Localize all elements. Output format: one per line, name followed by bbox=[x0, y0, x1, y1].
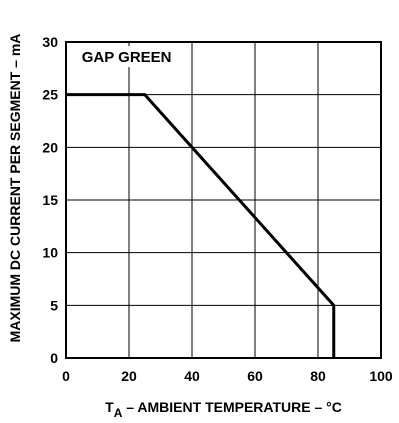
series-line bbox=[66, 93, 336, 358]
x-axis-label-subscript: A bbox=[114, 406, 123, 420]
y-axis-label: MAXIMUM DC CURRENT PER SEGMENT – mA bbox=[7, 34, 23, 343]
annotation-label: GAP GREEN bbox=[82, 49, 172, 66]
y-tick-label: 0 bbox=[50, 350, 58, 366]
plot-frame bbox=[65, 41, 382, 359]
x-tick-label: 100 bbox=[369, 368, 393, 384]
x-axis-label-rest: – AMBIENT TEMPERATURE – °C bbox=[122, 399, 342, 415]
x-tick-label: 20 bbox=[121, 368, 137, 384]
x-tick-label: 80 bbox=[310, 368, 326, 384]
x-tick-labels: 0 20 40 60 80 100 bbox=[62, 368, 393, 384]
annotation-background bbox=[77, 46, 188, 68]
y-tick-label: 5 bbox=[50, 297, 58, 313]
y-tick-label: 15 bbox=[42, 192, 58, 208]
x-tick-label: 60 bbox=[247, 368, 263, 384]
x-tick-label: 40 bbox=[184, 368, 200, 384]
y-tick-label: 30 bbox=[42, 34, 58, 50]
x-tick-label: 0 bbox=[62, 368, 70, 384]
y-tick-labels: 0 5 10 15 20 25 30 bbox=[42, 34, 58, 366]
y-tick-label: 10 bbox=[42, 245, 58, 261]
y-tick-label: 20 bbox=[42, 139, 58, 155]
x-axis-label-prefix: T bbox=[105, 399, 114, 415]
x-axis-label: TA – AMBIENT TEMPERATURE – °C bbox=[105, 399, 342, 420]
series-points bbox=[66, 95, 334, 359]
y-tick-label: 25 bbox=[42, 87, 58, 103]
